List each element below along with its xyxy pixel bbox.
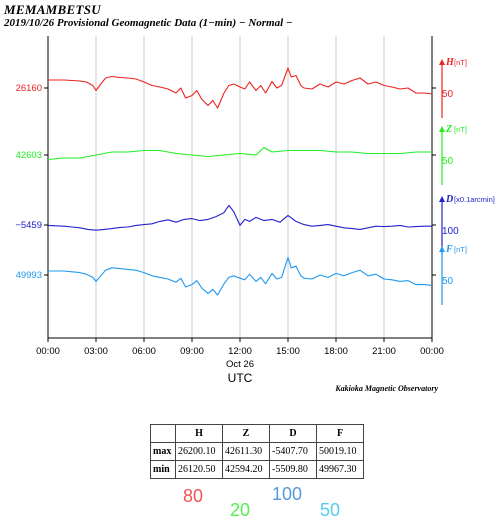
stats-header-row: H Z D F [150,424,364,443]
series-unit: [nT] [454,125,467,134]
series-name: Z [445,124,452,135]
chart-labels: 00:00 03:00 06:00 09:00 12:00 15:00 18:00 21:00… [15,57,495,385]
series-left-label: 26160 [16,83,42,94]
series-right-tick: 100 [442,226,459,237]
stats-cell: 26120.50 [175,460,223,479]
stats-row-label: min [150,460,176,479]
scale-h: 80 [183,486,204,506]
series-line-z [47,146,432,161]
series-right-tick: 50 [442,276,454,287]
stats-cell: 50019.10 [316,442,364,461]
stats-header-f: F [316,424,364,443]
credit-text: Kakioka Magnetic Observatory [335,384,438,393]
scale-arrow-head [439,59,445,65]
series-left-label: 49993 [16,270,42,281]
x-tick-label: 03:00 [84,346,108,357]
stats-row-min: min 26120.50 42594.20 -5509.80 49967.30 [150,460,364,479]
series-lines [47,67,433,296]
scale-arrow-head [439,196,445,202]
stats-cell: 49967.30 [316,460,364,479]
stats-header-h: H [175,424,223,443]
series-left-label: 42603 [16,150,42,161]
x-tick-label: 06:00 [132,346,156,357]
x-tick-label: 00:00 [36,346,60,357]
stats-row-label: max [150,442,176,461]
stats-corner [150,424,176,443]
series-unit: [x0.1arcmin] [454,195,495,204]
scale-z: 20 [230,500,251,520]
station-title: MEMAMBETSU [4,2,101,17]
x-tick-label: 12:00 [228,346,252,357]
chart-grid [95,36,385,338]
series-name: F [445,244,453,255]
scale-f: 50 [320,500,341,520]
x-tick-label: 09:00 [180,346,204,357]
series-unit: [nT] [454,58,467,67]
series-right-tick: 50 [442,156,454,167]
x-tick-label: 00:00 [420,346,444,357]
stats-table: H Z D F max 26200.10 42611.30 -5407.70 5… [150,424,364,479]
series-name: D [445,194,453,205]
stats-header-z: Z [222,424,270,443]
series-right-tick: 50 [442,89,454,100]
stats-cell: 42594.20 [222,460,270,479]
magnetogram-chart: 00:00 03:00 06:00 09:00 12:00 15:00 18:00 21:00… [15,36,495,385]
x-tick-label: 21:00 [372,346,396,357]
chart-subtitle: 2019/10/26 Provisional Geomagnetic Data … [4,17,293,29]
series-name: H [445,57,455,68]
x-tick-label: 18:00 [324,346,348,357]
stats-cell: -5509.80 [269,460,317,479]
stats-row-max: max 26200.10 42611.30 -5407.70 50019.10 [150,442,364,461]
stats-cell: 42611.30 [222,442,270,461]
stats-cell: -5407.70 [269,442,317,461]
stats-cell: 26200.10 [175,442,223,461]
scale-arrow-head [439,246,445,252]
series-line-f [48,256,433,296]
stats-header-d: D [269,424,317,443]
series-line-h [48,67,433,109]
series-left-label: −5459 [15,220,42,231]
scale-arrow-head [439,126,445,132]
series-line-d [47,204,432,231]
chart-frame [44,36,445,342]
date-label: Oct 26 [226,359,254,370]
series-unit: [nT] [454,245,467,254]
x-tick-label: 15:00 [276,346,300,357]
x-axis-label: UTC [228,371,253,385]
scale-d: 100 [272,484,303,504]
